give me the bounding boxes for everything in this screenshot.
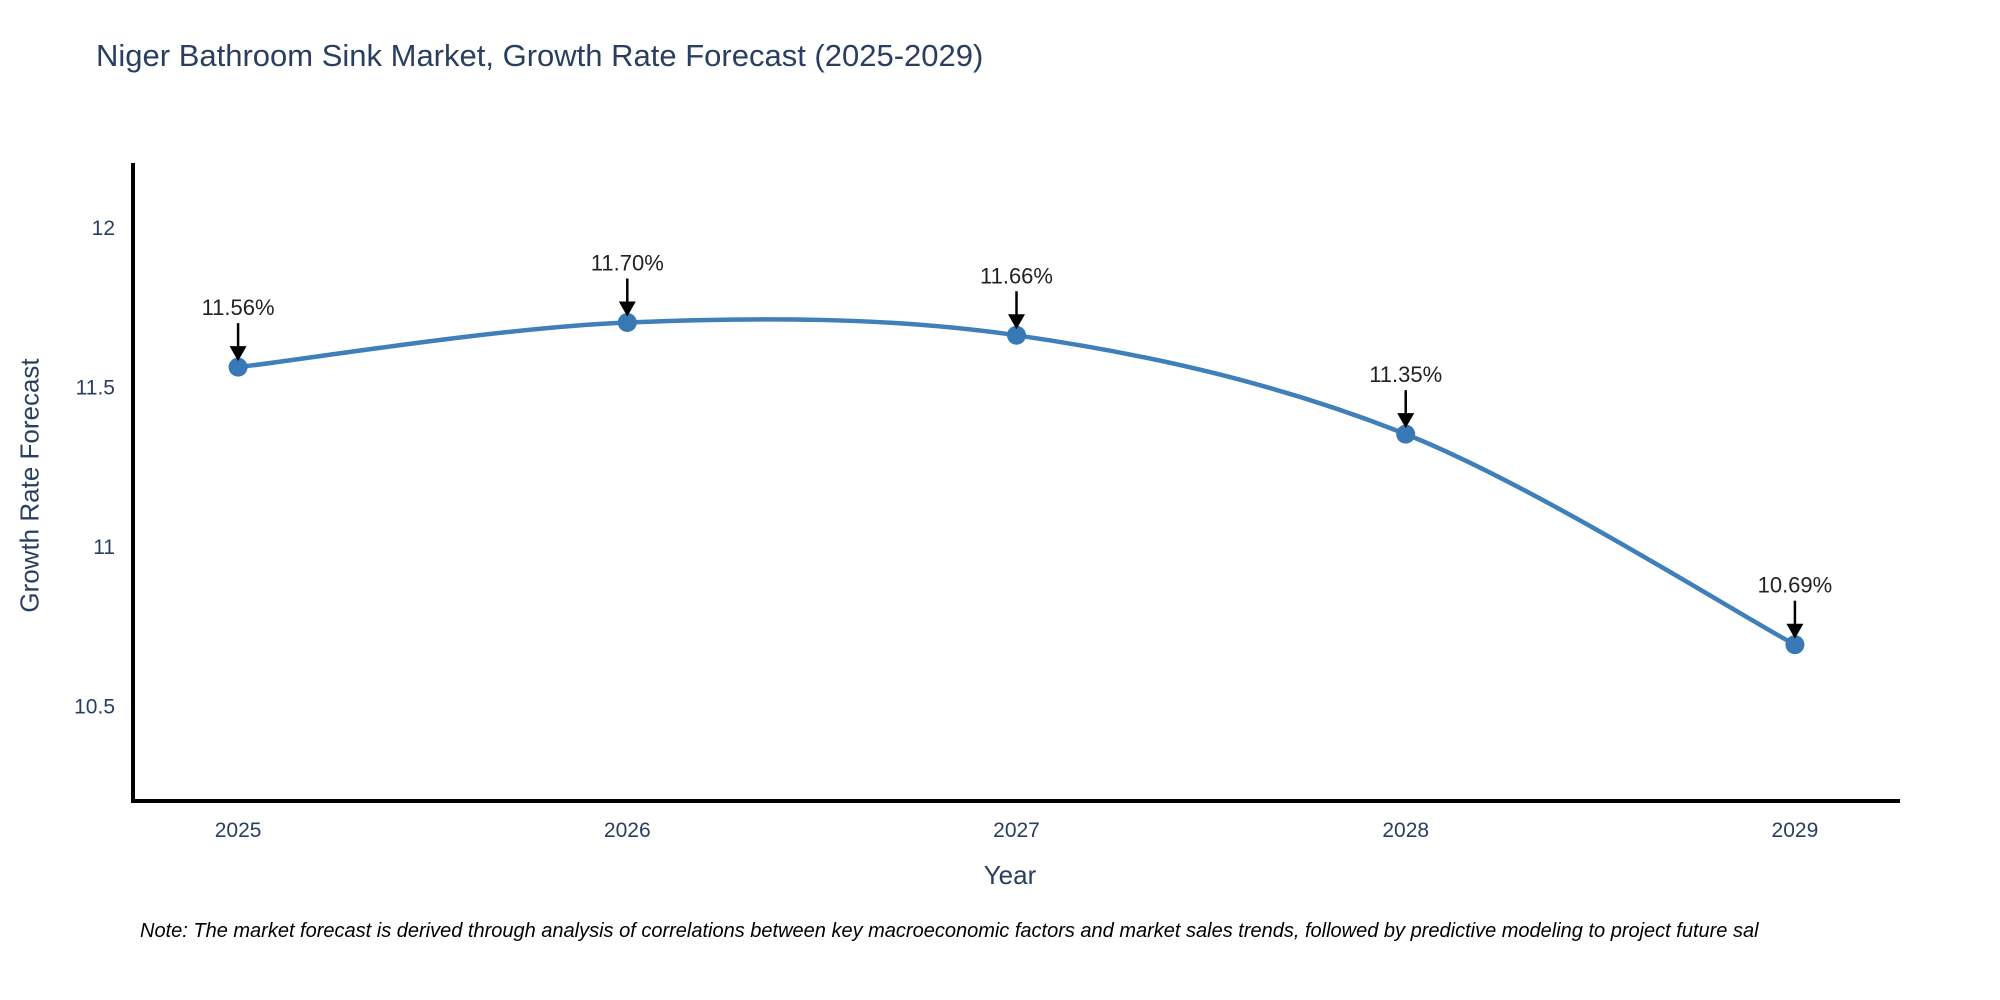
x-tick-label: 2026 [604, 819, 651, 842]
x-tick-label: 2028 [1382, 819, 1429, 842]
forecast-line [237, 317, 1796, 647]
x-tick-label: 2027 [993, 819, 1040, 842]
data-point-label: 11.56% [202, 295, 275, 320]
chart-title: Niger Bathroom Sink Market, Growth Rate … [96, 38, 984, 73]
data-point-label: 11.66% [980, 263, 1053, 288]
data-point-label: 11.70% [591, 251, 664, 276]
data-point[interactable] [1785, 635, 1805, 655]
data-point[interactable] [1396, 424, 1416, 444]
y-tick-label: 12 [92, 217, 115, 240]
x-tick-label: 2025 [215, 819, 262, 842]
x-tick-label: 2029 [1772, 819, 1819, 842]
y-tick-label: 11 [93, 536, 115, 559]
data-point-label: 10.69% [1758, 573, 1833, 598]
annotation-arrowhead-icon [1397, 413, 1415, 429]
x-axis-title: Year [983, 860, 1037, 890]
annotation-arrowhead-icon [229, 346, 247, 362]
annotation-arrowhead-icon [1008, 314, 1025, 330]
annotation-arrowhead-icon [618, 301, 636, 317]
data-point[interactable] [1007, 325, 1026, 345]
data-point-label: 11.35% [1369, 362, 1442, 387]
y-tick-label: 10.5 [74, 695, 115, 718]
footnote: Note: The market forecast is derived thr… [140, 920, 1759, 942]
data-point[interactable] [617, 313, 637, 332]
annotation-arrowhead-icon [1786, 623, 1804, 639]
data-point[interactable] [228, 357, 248, 377]
y-tick-label: 11.5 [76, 376, 115, 399]
